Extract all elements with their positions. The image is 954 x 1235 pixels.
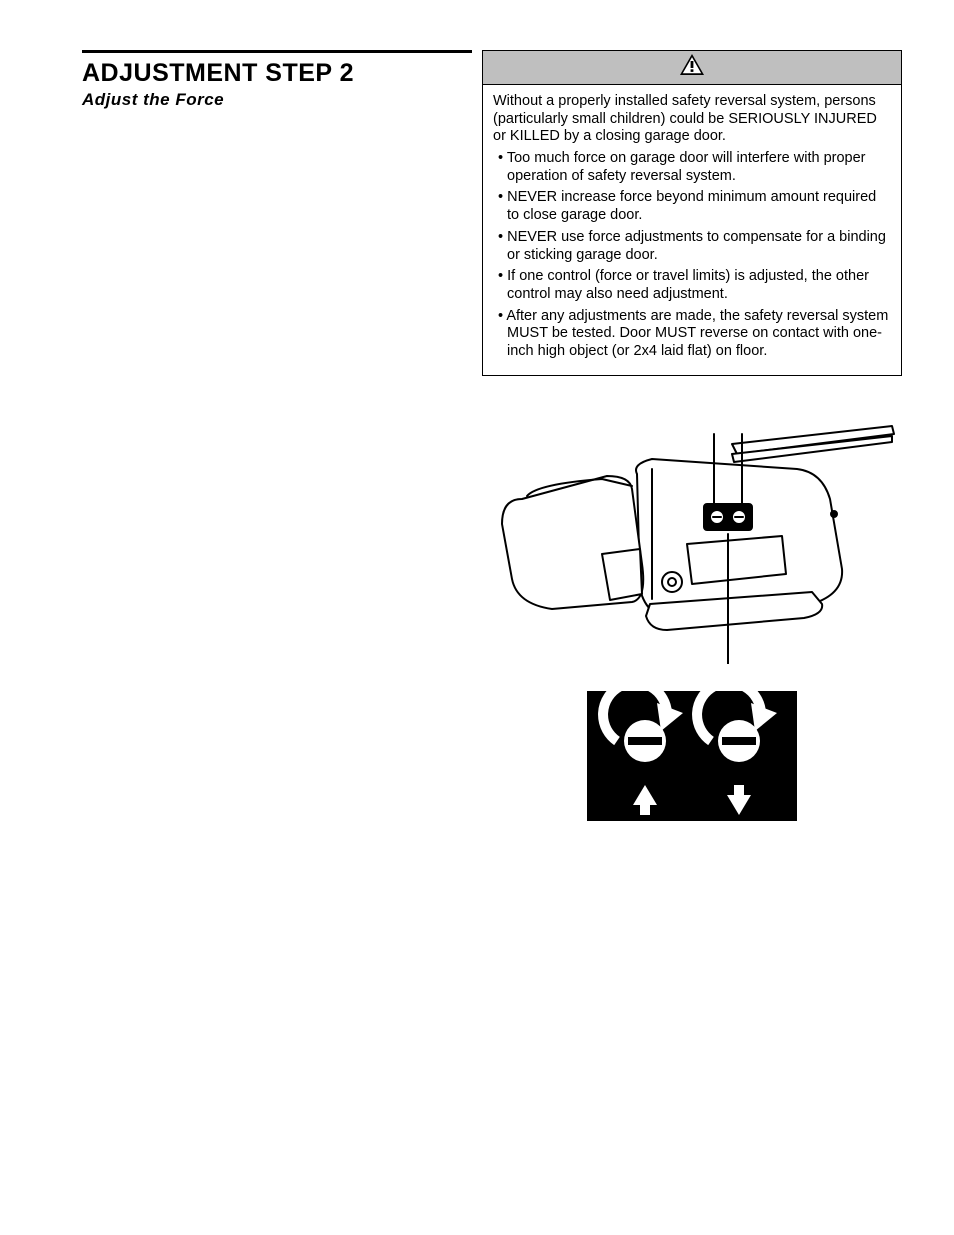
right-column: Without a properly installed safety reve… <box>482 50 902 826</box>
warning-bullet: NEVER increase force beyond minimum amou… <box>495 189 891 224</box>
warning-bullet: After any adjustments are made, the safe… <box>495 308 891 361</box>
warning-bullet: NEVER use force adjustments to compensat… <box>495 229 891 264</box>
warning-bullet: If one control (force or travel limits) … <box>495 268 891 303</box>
left-column: ADJUSTMENT STEP 2 Adjust the Force <box>82 50 462 826</box>
heading-rule <box>82 50 472 53</box>
warning-box: Without a properly installed safety reve… <box>482 50 902 376</box>
warning-header <box>483 51 901 85</box>
step-subtitle: Adjust the Force <box>82 90 462 110</box>
step-title: ADJUSTMENT STEP 2 <box>82 59 462 88</box>
warning-triangle-icon <box>679 53 705 82</box>
force-controls-panel <box>587 691 797 826</box>
two-column-layout: ADJUSTMENT STEP 2 Adjust the Force <box>82 50 896 826</box>
manual-page: ADJUSTMENT STEP 2 Adjust the Force <box>0 0 954 1235</box>
warning-intro-text: Without a properly installed safety reve… <box>493 93 891 146</box>
opener-diagram <box>482 404 902 669</box>
warning-body: Without a properly installed safety reve… <box>483 85 901 375</box>
warning-bullet-list: Too much force on garage door will inter… <box>493 150 891 361</box>
warning-bullet: Too much force on garage door will inter… <box>495 150 891 185</box>
